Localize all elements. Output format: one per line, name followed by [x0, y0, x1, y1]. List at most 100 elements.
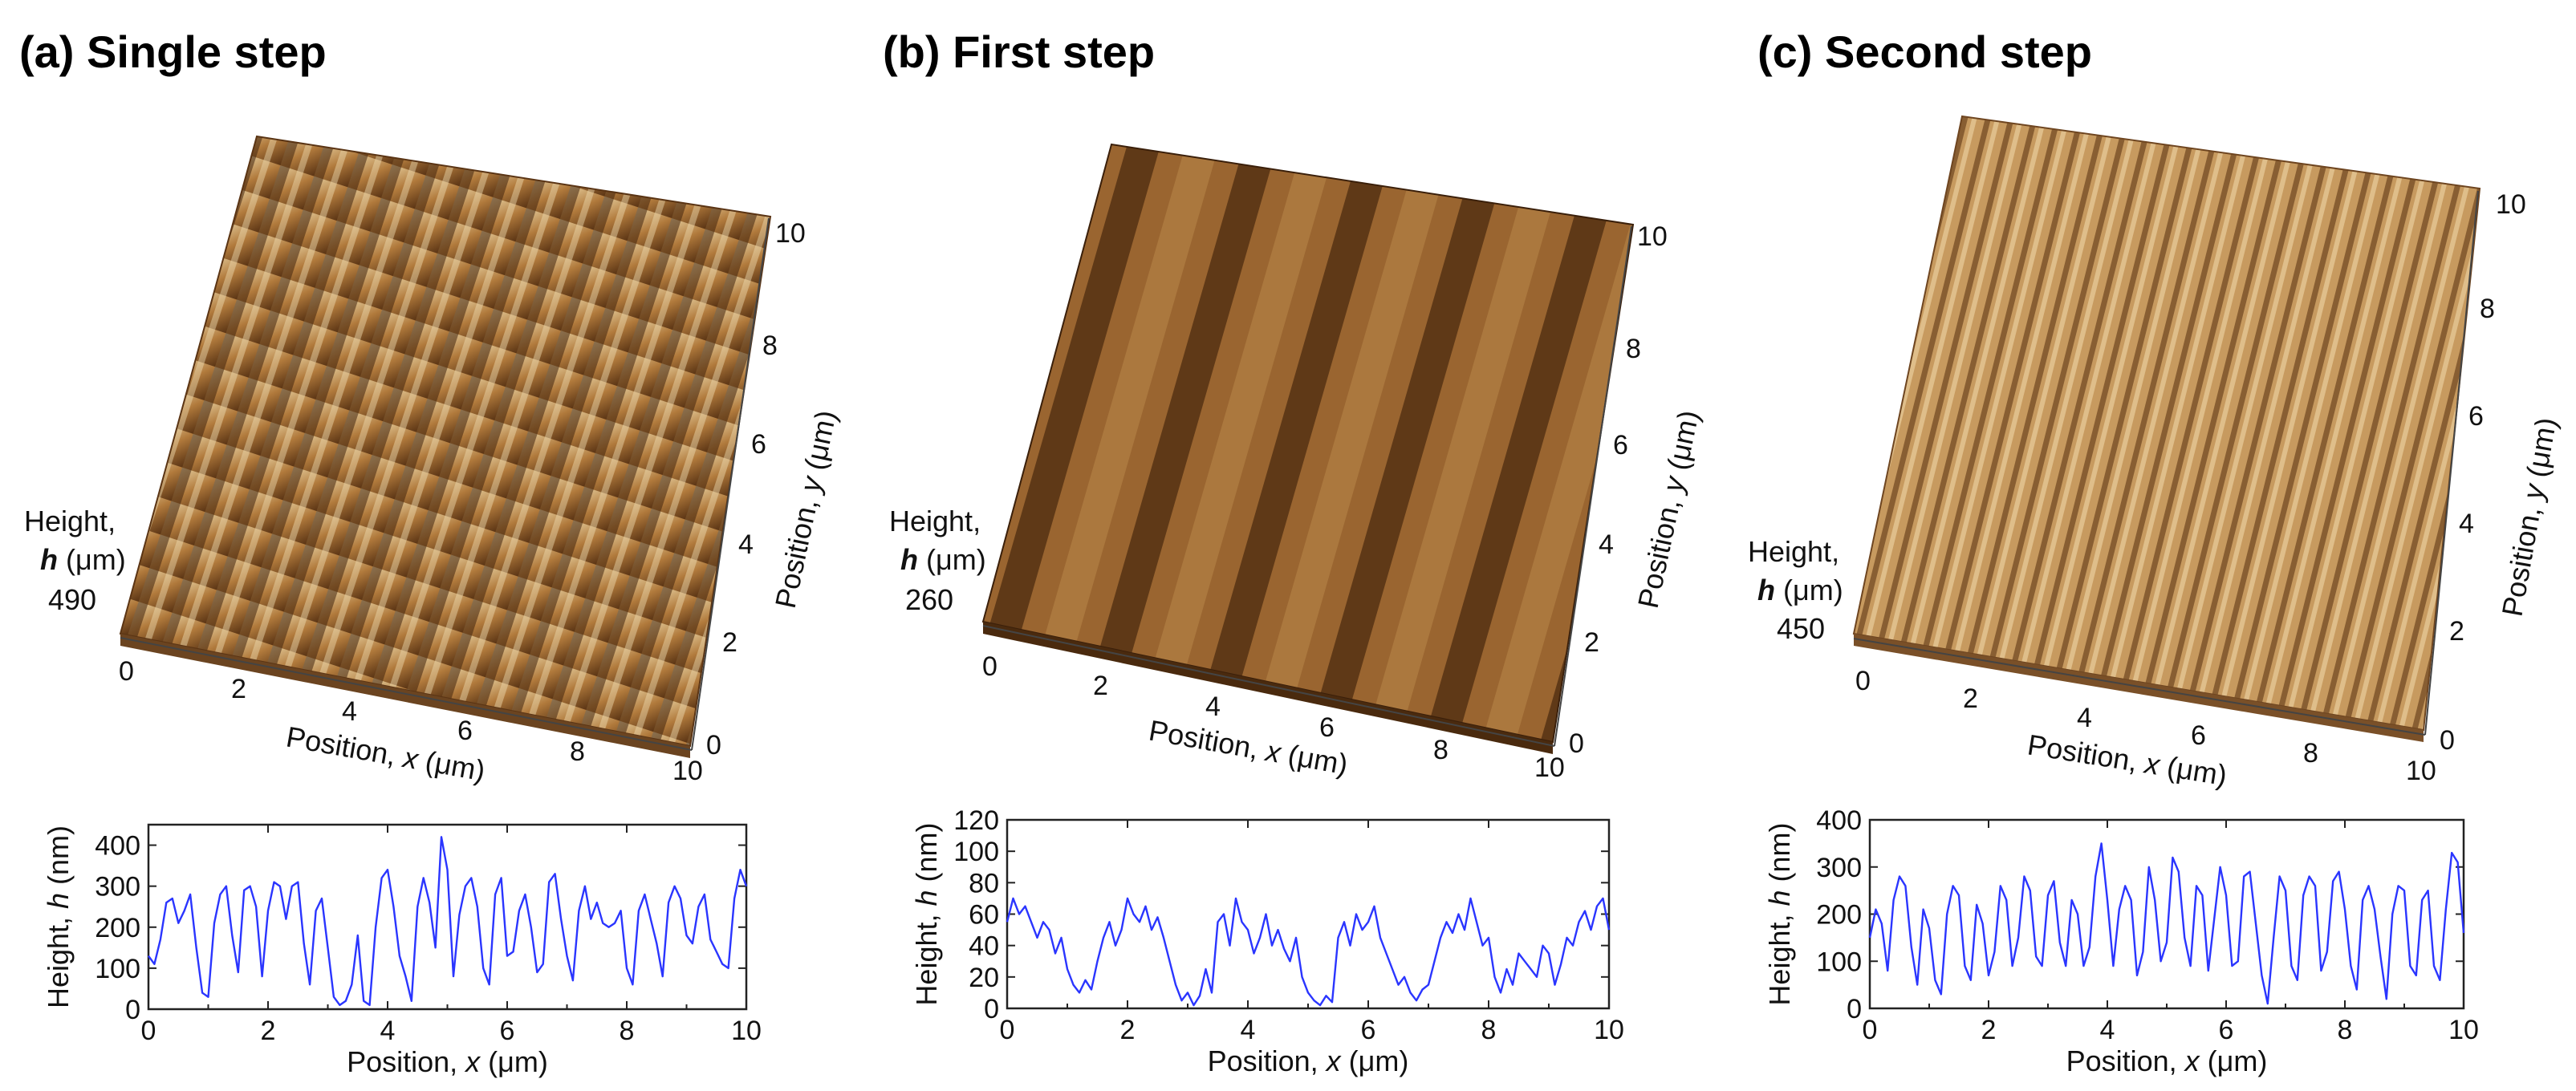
- panel-c-x-tick-label: 6: [2219, 1015, 2234, 1045]
- panel-b-sx-tick: 2: [1093, 671, 1108, 701]
- panel-c-surface-y-ticks: 0 2 4 6 8 10: [2440, 189, 2526, 756]
- panel-a-x-axis-label: Position, x (μm): [347, 1045, 548, 1078]
- panel-a: (a) Single step Height, h (μm) 490 0 2 4…: [19, 26, 843, 1078]
- panel-b-surface-x-ticks: 0 2 4 6 8 10: [982, 651, 1565, 783]
- panel-c-sx-tick: 0: [1855, 666, 1871, 696]
- panel-a-y-axis: [691, 217, 770, 751]
- panel-a-surface-base: [119, 135, 772, 748]
- panel-b-sy-tick: 4: [1599, 529, 1614, 560]
- panel-b-title: (b) First step: [883, 26, 1155, 77]
- panel-b-plot-frame: [1006, 818, 1611, 1010]
- panel-c-sx-tick: 2: [1963, 683, 1978, 714]
- panel-c-y-tick-label: 0: [1847, 994, 1862, 1024]
- panel-b: (b) First step Height, h (μm) 260 0 2 4 …: [883, 26, 1705, 1077]
- panel-b-x-tick-label: 2: [1120, 1015, 1136, 1045]
- panel-b-sx-tick: 0: [982, 651, 997, 682]
- panel-b-height-label-1: Height,: [889, 505, 981, 537]
- panel-c-x-axis: [1853, 638, 2426, 736]
- panel-a-surface-front: [120, 634, 690, 758]
- panel-b-surface-front: [983, 622, 1553, 754]
- panel-c-y-tick-label: 100: [1816, 947, 1862, 977]
- panel-c-surface-base: [1852, 115, 2481, 732]
- panel-a-title: (a) Single step: [19, 26, 327, 77]
- panel-c-sx-tick: 4: [2077, 703, 2092, 733]
- panel-b-height-label-2: h (μm): [900, 543, 986, 576]
- panel-c-x-tick-label: 10: [2448, 1015, 2479, 1045]
- panel-b-sy-tick: 6: [1613, 430, 1628, 460]
- panel-a-x-tick-label: 8: [620, 1016, 635, 1046]
- panel-c-y-tick-label: 400: [1816, 805, 1862, 836]
- panel-a-x-tick-label: 6: [500, 1016, 515, 1046]
- panel-a-sy-tick: 4: [738, 529, 754, 560]
- panel-a-sy-tick: 6: [751, 429, 766, 460]
- panel-a-sx-tick: 2: [231, 674, 246, 704]
- panel-b-y-tick-label: 40: [969, 931, 999, 962]
- panel-c: (c) Second step Height, h (μm) 450 0 2 4…: [1748, 26, 2562, 1077]
- panel-c-sy-tick: 6: [2468, 401, 2484, 432]
- panel-a-surface-y-label: Position, y (μm): [769, 408, 843, 611]
- panel-c-sy-tick: 10: [2496, 189, 2526, 220]
- panel-a-height-label-1: Height,: [24, 505, 116, 537]
- panel-b-x-tick-label: 6: [1361, 1015, 1376, 1045]
- panel-a-x-tick-label: 10: [731, 1016, 762, 1046]
- panel-a-sx-tick: 6: [457, 716, 473, 746]
- panel-a-y-axis-label: Height, h (nm): [42, 825, 75, 1008]
- panel-c-height-value: 450: [1777, 612, 1825, 645]
- panel-b-x-tick-label: 8: [1481, 1015, 1497, 1045]
- panel-b-y-tick-label: 100: [953, 837, 999, 867]
- panel-b-surface-base: [981, 143, 1635, 744]
- panel-a-plot-frame: [147, 823, 748, 1011]
- panel-b-sy-tick: 8: [1626, 334, 1641, 364]
- panel-c-sy-tick: 0: [2440, 725, 2455, 756]
- panel-a-x-tick-label: 0: [141, 1016, 156, 1046]
- panel-b-sx-tick: 10: [1534, 752, 1565, 783]
- panel-b-sx-tick: 8: [1433, 735, 1448, 765]
- panel-a-sy-tick: 8: [762, 331, 778, 361]
- panel-a-height-value: 490: [48, 583, 96, 616]
- panel-b-y-axis: [1554, 225, 1632, 747]
- panel-c-surface-front: [1854, 634, 2424, 742]
- panel-c-title: (c) Second step: [1757, 26, 2092, 77]
- panel-c-sy-tick: 2: [2449, 616, 2464, 647]
- panel-c-height-profile-line: [1868, 842, 2465, 1005]
- panel-a-sy-tick: 0: [706, 730, 721, 760]
- panel-a-sx-tick: 0: [119, 656, 134, 687]
- panel-a-x-axis: [120, 637, 693, 751]
- panel-b-sy-tick: 10: [1637, 221, 1668, 252]
- panel-a-sx-tick: 4: [342, 696, 357, 727]
- panel-c-x-tick-label: 0: [1863, 1015, 1878, 1045]
- panel-b-x-tick-label: 0: [1000, 1015, 1015, 1045]
- panel-a-surface-3d: Height, h (μm) 490 0 2 4 6 8 10 Position…: [24, 135, 843, 787]
- panel-a-sx-tick: 8: [570, 736, 585, 767]
- panel-c-x-axis-label: Position, x (μm): [2066, 1044, 2268, 1077]
- panel-c-sx-tick: 8: [2303, 738, 2318, 769]
- panel-b-x-tick-label: 4: [1241, 1015, 1256, 1045]
- panel-c-x-tick-label: 4: [2100, 1015, 2115, 1045]
- panel-c-sy-tick: 4: [2459, 509, 2474, 539]
- panel-c-surface-y-label: Position, y (μm): [2496, 415, 2563, 619]
- panel-a-x-tick-label: 4: [380, 1016, 396, 1046]
- panel-b-x-axis: [982, 625, 1555, 747]
- panel-b-sy-tick: 2: [1584, 627, 1599, 658]
- panel-a-y-tick-label: 0: [125, 995, 140, 1025]
- panel-a-surface-y-ticks: 0 2 4 6 8 10: [706, 218, 806, 760]
- panel-a-sx-tick: 10: [672, 756, 703, 786]
- panel-b-y-tick-label: 0: [984, 994, 999, 1024]
- panel-c-y-axis-label: Height, h (nm): [1763, 822, 1796, 1005]
- panel-b-y-tick-label: 80: [969, 868, 999, 898]
- panel-a-sy-tick: 10: [775, 218, 806, 249]
- panel-c-x-tick-label: 8: [2338, 1015, 2353, 1045]
- panel-a-height-profile-line: [148, 836, 748, 1007]
- panel-a-sy-tick: 2: [722, 627, 737, 658]
- panel-c-y-axis: [2424, 190, 2479, 736]
- panel-a-y-tick-label: 200: [95, 913, 140, 943]
- panel-c-height-label-1: Height,: [1748, 535, 1839, 568]
- panel-c-sx-tick: 6: [2191, 720, 2206, 751]
- panel-b-surface-3d: Height, h (μm) 260 0 2 4 6 8 10 Position…: [889, 143, 1705, 783]
- panel-b-y-tick-label: 20: [969, 963, 999, 993]
- panel-c-surface-x-ticks: 0 2 4 6 8 10: [1855, 666, 2436, 786]
- panel-b-y-tick-label: 60: [969, 900, 999, 931]
- panel-b-height-value: 260: [905, 583, 953, 616]
